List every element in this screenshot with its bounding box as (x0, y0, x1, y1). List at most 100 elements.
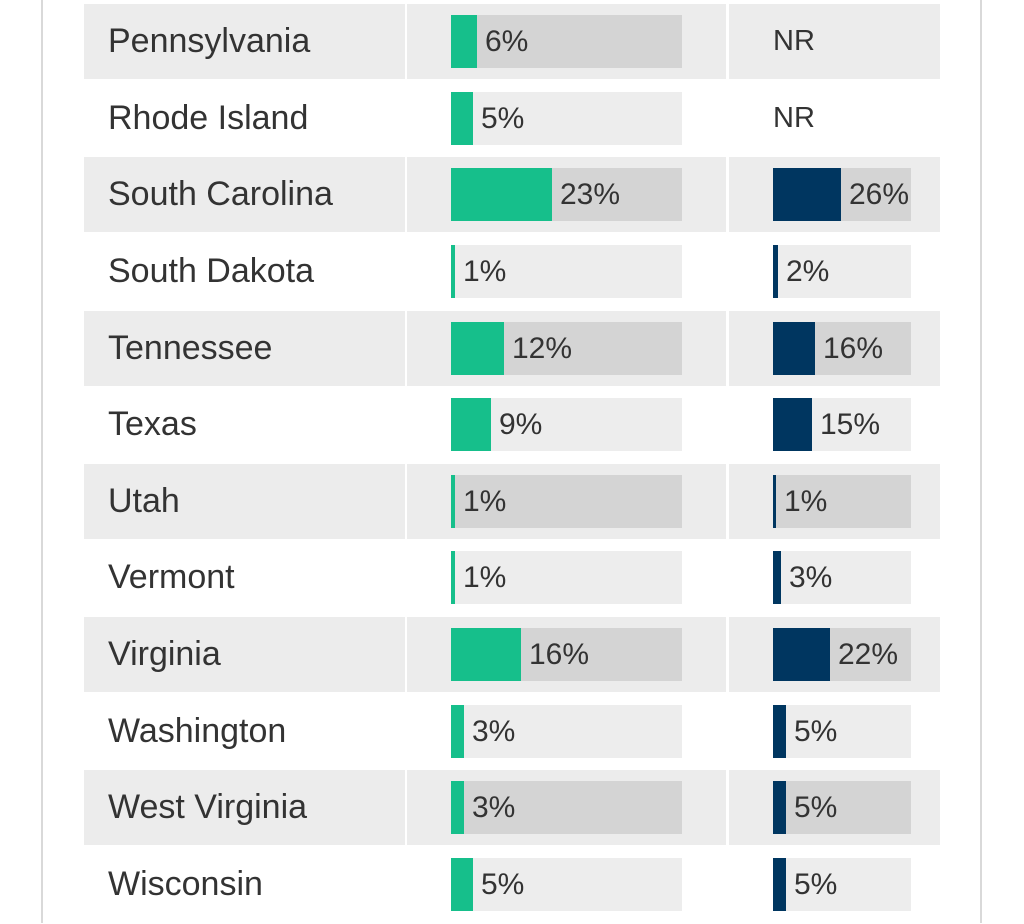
column-b-bar-track: 1% (773, 474, 911, 528)
state-cell: Rhode Island (84, 80, 405, 156)
table-row: Virginia 16% 22% (84, 617, 940, 693)
column-a-value-label: 3% (472, 791, 516, 825)
column-b-cell: 3% (729, 540, 940, 616)
table-row: Pennsylvania 6% NR (84, 4, 940, 79)
column-b-not-reported-label: NR (773, 25, 815, 57)
column-b-bar-track: 15% (773, 398, 911, 452)
column-b-bar (773, 398, 812, 452)
table-row: Tennessee 12% 16% (84, 310, 940, 386)
column-a-bar (451, 474, 455, 528)
column-b-bar-track: 26% (773, 168, 911, 222)
state-name: Pennsylvania (108, 22, 311, 60)
column-a-bar (451, 628, 521, 682)
column-b-bar-track: 22% (773, 628, 911, 682)
column-a-bar (451, 781, 464, 835)
column-a-bar (451, 168, 552, 222)
frame-right-border (980, 0, 982, 923)
column-b-cell: 15% (729, 387, 940, 463)
column-b-value-label: 15% (820, 408, 881, 442)
column-b-value-label: 2% (786, 254, 830, 288)
column-b-not-reported-label: NR (773, 101, 815, 134)
state-table: Pennsylvania 6% NR Rhode Island 5% NR South Ca… (84, 4, 940, 924)
table-row: Texas 9% 15% (84, 387, 940, 463)
column-a-bar (451, 704, 464, 758)
column-b-bar (773, 474, 776, 528)
column-a-value-label: 16% (529, 638, 590, 672)
column-a-value-label: 1% (463, 561, 507, 595)
column-a-cell: 16% (407, 617, 726, 693)
state-cell: Vermont (84, 540, 405, 616)
column-b-bar (773, 321, 815, 375)
frame-left-border (41, 0, 43, 923)
column-b-value-label: 5% (794, 868, 838, 902)
column-b-bar (773, 244, 778, 298)
column-a-cell: 3% (407, 693, 726, 769)
state-cell: Tennessee (84, 310, 405, 386)
column-b-cell: 16% (729, 310, 940, 386)
state-name: Vermont (108, 558, 235, 597)
column-a-cell: 5% (407, 847, 726, 923)
column-b-value-label: 5% (794, 791, 838, 825)
column-a-bar (451, 15, 477, 68)
column-b-value-label: 22% (838, 638, 899, 672)
table-row: Wisconsin 5% 5% (84, 847, 940, 923)
column-a-cell: 12% (407, 310, 726, 386)
column-a-bar (451, 321, 504, 375)
column-b-value-label: 1% (784, 484, 828, 518)
state-name: South Carolina (108, 175, 333, 214)
column-a-bar (451, 91, 473, 145)
column-b-bar (773, 704, 786, 758)
column-a-cell: 1% (407, 463, 726, 539)
table-row: Rhode Island 5% NR (84, 80, 940, 156)
state-name: Tennessee (108, 328, 273, 367)
column-b-bar (773, 858, 786, 912)
state-cell: Utah (84, 463, 405, 539)
column-b-bar (773, 628, 830, 682)
column-b-bar-track: 16% (773, 321, 911, 375)
column-a-value-label: 12% (512, 331, 573, 365)
table-row: South Carolina 23% 26% (84, 157, 940, 233)
state-cell: Pennsylvania (84, 4, 405, 79)
column-a-value-label: 6% (485, 25, 529, 58)
state-cell: South Carolina (84, 157, 405, 233)
state-cell: Texas (84, 387, 405, 463)
state-cell: Washington (84, 693, 405, 769)
state-cell: Wisconsin (84, 847, 405, 923)
column-b-bar-track: 2% (773, 244, 911, 298)
state-cell: Virginia (84, 617, 405, 693)
column-b-bar-track: 5% (773, 704, 911, 758)
column-a-value-label: 1% (463, 254, 507, 288)
column-a-bar-track: 1% (451, 244, 682, 298)
column-a-bar-track: 1% (451, 474, 682, 528)
column-b-bar-track: 5% (773, 858, 911, 912)
column-a-bar-track: 23% (451, 168, 682, 222)
column-b-value-label: 26% (849, 178, 910, 212)
column-b-cell: NR (729, 80, 940, 156)
column-b-bar-track: 3% (773, 551, 911, 605)
column-a-bar-track: 3% (451, 704, 682, 758)
column-b-cell: 5% (729, 770, 940, 846)
column-a-cell: 9% (407, 387, 726, 463)
column-a-cell: 6% (407, 4, 726, 79)
column-b-cell: 5% (729, 847, 940, 923)
column-a-bar-track: 5% (451, 858, 682, 912)
state-name: Utah (108, 481, 180, 520)
column-a-cell: 3% (407, 770, 726, 846)
column-b-cell: NR (729, 4, 940, 79)
column-a-value-label: 9% (499, 408, 543, 442)
state-name: Virginia (108, 635, 221, 674)
column-a-cell: 5% (407, 80, 726, 156)
column-a-bar-track: 3% (451, 781, 682, 835)
column-b-cell: 26% (729, 157, 940, 233)
state-name: Rhode Island (108, 98, 309, 137)
column-b-cell: 5% (729, 693, 940, 769)
column-a-bar-track: 6% (451, 15, 682, 68)
table-row: West Virginia 3% 5% (84, 770, 940, 846)
column-a-bar (451, 858, 473, 912)
column-a-bar-track: 9% (451, 398, 682, 452)
column-a-bar (451, 398, 491, 452)
column-a-bar (451, 244, 455, 298)
column-b-bar-track: 5% (773, 781, 911, 835)
state-name: Wisconsin (108, 865, 263, 904)
column-a-bar-track: 1% (451, 551, 682, 605)
